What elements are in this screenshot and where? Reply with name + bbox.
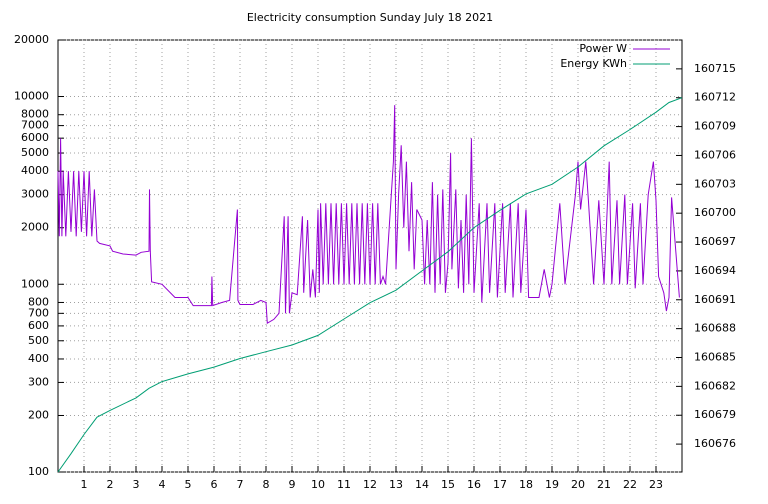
x-tick-label: 15: [441, 478, 455, 491]
x-tick-label: 21: [597, 478, 611, 491]
x-tick-label: 13: [389, 478, 403, 491]
y2-tick-label: 160703: [694, 177, 736, 190]
y2-tick-label: 160688: [694, 322, 736, 335]
y2-tick-label: 160685: [694, 351, 736, 364]
x-tick-label: 20: [571, 478, 585, 491]
series-line: [57, 97, 683, 473]
y-tick-label: 8000: [21, 108, 49, 121]
x-tick-label: 19: [545, 478, 559, 491]
legend-label: Power W: [579, 42, 627, 55]
y-tick-label: 500: [28, 334, 49, 347]
y2-tick-label: 160709: [694, 120, 736, 133]
x-tick-label: 22: [623, 478, 637, 491]
y-tick-label: 10000: [14, 90, 49, 103]
y2-tick-label: 160679: [694, 408, 736, 421]
x-tick-label: 8: [263, 478, 270, 491]
x-tick-label: 3: [133, 478, 140, 491]
y2-tick-label: 160712: [694, 91, 736, 104]
x-tick-label: 6: [211, 478, 218, 491]
x-tick-label: 16: [467, 478, 481, 491]
y-tick-label: 200: [28, 408, 49, 421]
x-tick-label: 23: [649, 478, 663, 491]
x-tick-label: 12: [363, 478, 377, 491]
x-tick-label: 2: [107, 478, 114, 491]
y-tick-label: 700: [28, 306, 49, 319]
y2-tick-label: 160676: [694, 437, 736, 450]
y2-tick-label: 160691: [694, 293, 736, 306]
y-tick-label: 4000: [21, 164, 49, 177]
chart-title: Electricity consumption Sunday July 18 2…: [247, 11, 493, 24]
y-tick-label: 800: [28, 295, 49, 308]
y2-tick-label: 160682: [694, 379, 736, 392]
y-tick-label: 5000: [21, 146, 49, 159]
y-tick-label: 100: [28, 465, 49, 478]
x-tick-label: 18: [519, 478, 533, 491]
x-tick-label: 4: [159, 478, 166, 491]
x-tick-label: 9: [289, 478, 296, 491]
y-tick-label: 400: [28, 352, 49, 365]
x-tick-label: 5: [185, 478, 192, 491]
series-line: [57, 105, 680, 325]
y-tick-label: 300: [28, 375, 49, 388]
y-tick-label: 600: [28, 319, 49, 332]
x-tick-label: 17: [493, 478, 507, 491]
y2-tick-label: 160697: [694, 235, 736, 248]
y-tick-label: 20000: [14, 33, 49, 46]
x-tick-label: 1: [81, 478, 88, 491]
y-tick-label: 7000: [21, 119, 49, 132]
y-tick-label: 3000: [21, 188, 49, 201]
x-tick-label: 11: [337, 478, 351, 491]
legend-label: Energy KWh: [560, 57, 627, 70]
y-tick-label: 2000: [21, 221, 49, 234]
y-tick-label: 6000: [21, 131, 49, 144]
y2-tick-label: 160694: [694, 264, 736, 277]
y2-tick-label: 160715: [694, 62, 736, 75]
x-tick-label: 14: [415, 478, 429, 491]
x-tick-label: 7: [237, 478, 244, 491]
y2-tick-label: 160700: [694, 206, 736, 219]
y-tick-label: 1000: [21, 277, 49, 290]
y2-tick-label: 160706: [694, 148, 736, 161]
x-tick-label: 10: [311, 478, 325, 491]
